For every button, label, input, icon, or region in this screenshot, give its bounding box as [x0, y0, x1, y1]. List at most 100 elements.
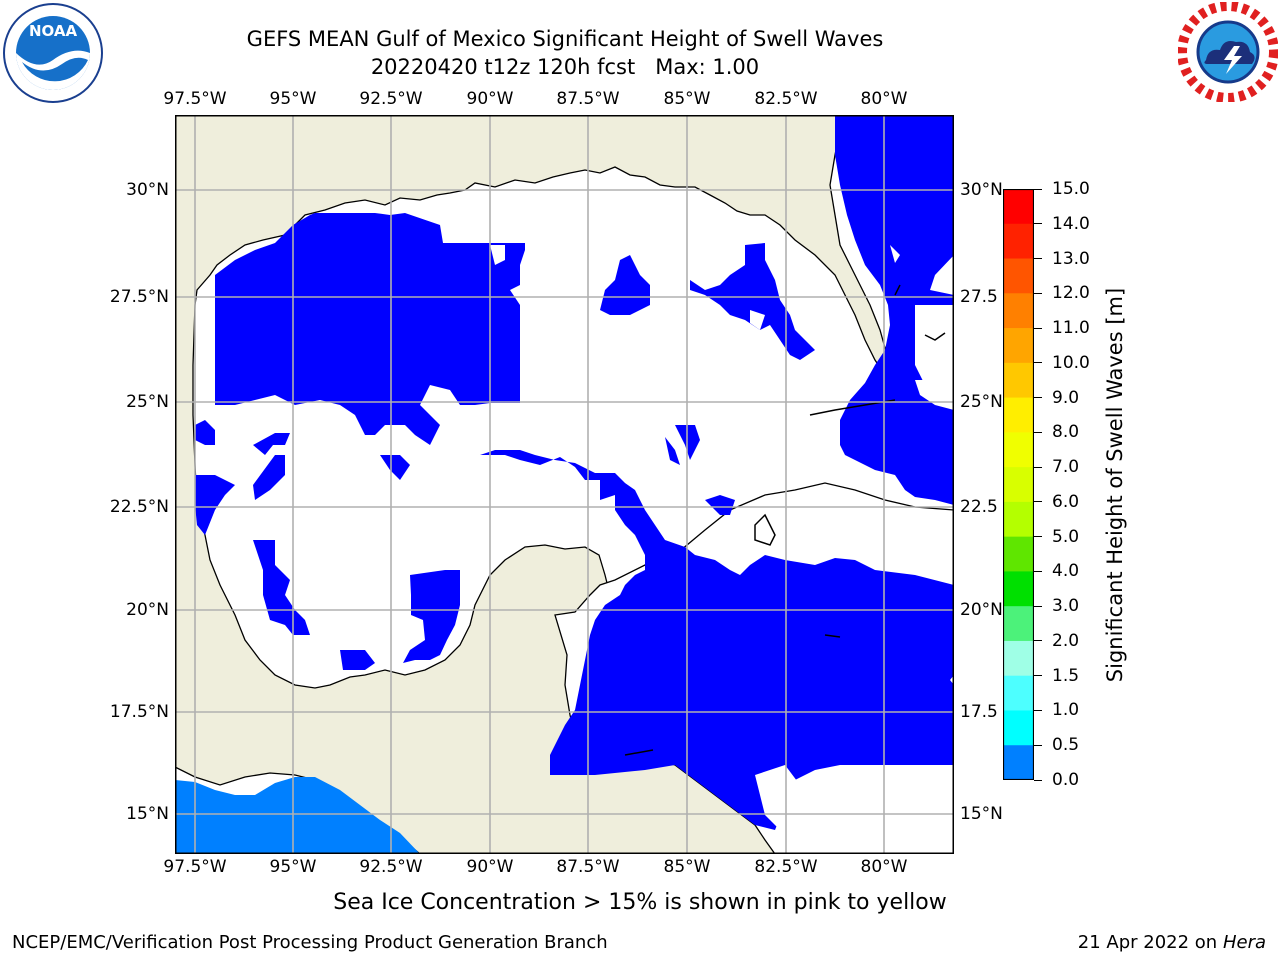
bottom-lon-label: 92.5°W: [359, 857, 423, 877]
colorbar-tick-label: 1.5: [1052, 665, 1080, 686]
top-lon-label: 80°W: [860, 89, 908, 109]
colorbar-tick-mark: [1034, 640, 1042, 642]
left-lat-label: 30°N: [126, 180, 169, 200]
noaa-logo: NOAA: [2, 2, 104, 108]
colorbar-segment: [1003, 501, 1034, 538]
bottom-lon-label: 95°W: [269, 857, 317, 877]
colorbar-tick-label: 5.0: [1052, 526, 1080, 547]
colorbar-tick-label: 8.0: [1052, 422, 1080, 443]
bottom-lon-label: 90°W: [466, 857, 514, 877]
colorbar-segment: [1003, 536, 1034, 572]
colorbar-segment: [1003, 223, 1034, 260]
colorbar-tick-label: 13.0: [1052, 248, 1090, 269]
colorbar-tick-mark: [1034, 501, 1042, 503]
right-lat-label: 15°N: [960, 804, 1003, 824]
colorbar-segment: [1003, 432, 1034, 468]
chart-title: GEFS MEAN Gulf of Mexico Significant Hei…: [246, 27, 884, 51]
colorbar-tick-label: 0.5: [1052, 735, 1080, 756]
colorbar-tick-mark: [1034, 188, 1042, 190]
top-lon-label: 82.5°W: [754, 89, 818, 109]
right-lat-label: 22.5: [960, 497, 998, 517]
colorbar-tick-label: 10.0: [1052, 352, 1090, 373]
colorbar-tick-mark: [1034, 536, 1042, 538]
colorbar-tick-label: 4.0: [1052, 561, 1080, 582]
colorbar-tick-mark: [1034, 397, 1042, 399]
colorbar-segment: [1003, 710, 1034, 746]
colorbar-segment: [1003, 467, 1034, 503]
right-lat-label: 25°N: [960, 392, 1003, 412]
right-lat-label: 17.5: [960, 702, 998, 722]
colorbar-tick-mark: [1034, 223, 1042, 225]
colorbar-tick-label: 15.0: [1052, 179, 1090, 199]
colorbar: [1002, 188, 1035, 781]
map-panel: [174, 114, 955, 855]
footer-host: Hera: [1222, 932, 1266, 953]
top-lon-label: 92.5°W: [359, 89, 423, 109]
colorbar-segment: [1003, 745, 1034, 781]
colorbar-segment: [1003, 258, 1034, 294]
bottom-lon-label: 85°W: [663, 857, 711, 877]
colorbar-tick-label: 7.0: [1052, 457, 1080, 478]
colorbar-tick-label: 11.0: [1052, 318, 1090, 339]
right-lat-label: 27.5: [960, 287, 998, 307]
colorbar-tick-mark: [1034, 779, 1042, 781]
left-lat-label: 27.5°N: [109, 287, 169, 307]
map-svg: [174, 114, 955, 855]
colorbar-segment: [1003, 675, 1034, 711]
bottom-lon-label: 82.5°W: [754, 857, 818, 877]
colorbar-tick-mark: [1034, 570, 1042, 572]
colorbar-tick-label: 0.0: [1052, 770, 1080, 790]
colorbar-segment: [1003, 189, 1034, 225]
top-lon-label: 85°W: [663, 89, 711, 109]
footer-branch: NCEP/EMC/Verification Post Processing Pr…: [12, 932, 608, 953]
colorbar-tick-mark: [1034, 362, 1042, 364]
colorbar-tick-label: 2.0: [1052, 630, 1080, 651]
top-lon-label: 90°W: [466, 89, 514, 109]
colorbar-tick-mark: [1034, 292, 1042, 294]
colorbar-tick-label: 14.0: [1052, 213, 1090, 234]
colorbar-frame: [1002, 188, 1035, 781]
swell-field-mid: [175, 777, 420, 854]
colorbar-tick-label: 1.0: [1052, 700, 1080, 721]
left-lat-label: 15°N: [126, 804, 169, 824]
right-lat-label: 20°N: [960, 600, 1003, 620]
colorbar-segment: [1003, 640, 1034, 677]
top-lon-label: 95°W: [269, 89, 317, 109]
colorbar-tick-mark: [1034, 327, 1042, 329]
bottom-lon-label: 87.5°W: [556, 857, 620, 877]
colorbar-tick-mark: [1034, 258, 1042, 260]
colorbar-tick-mark: [1034, 466, 1042, 468]
top-lon-label: 97.5°W: [163, 89, 227, 109]
right-lat-label: 30°N: [960, 180, 1003, 200]
colorbar-tick-mark: [1034, 605, 1042, 607]
map-frame: [175, 115, 954, 854]
colorbar-tick-label: 6.0: [1052, 491, 1080, 512]
colorbar-segment: [1003, 606, 1034, 642]
colorbar-tick-label: 12.0: [1052, 283, 1090, 304]
footer-date: 21 Apr 2022 on Hera: [1078, 932, 1266, 953]
left-lat-label: 20°N: [126, 600, 169, 620]
gridlines: [175, 115, 954, 854]
colorbar-segment: [1003, 571, 1034, 607]
left-lat-label: 22.5°N: [109, 497, 169, 517]
colorbar-segment: [1003, 328, 1034, 364]
noaa-logo-text: NOAA: [29, 22, 78, 40]
colorbar-segment: [1003, 293, 1034, 329]
left-lat-label: 17.5°N: [109, 702, 169, 722]
colorbar-tick-label: 9.0: [1052, 387, 1080, 408]
colorbar-tick-mark: [1034, 675, 1042, 677]
nws-logo: [1177, 1, 1279, 106]
top-lon-label: 87.5°W: [556, 89, 620, 109]
colorbar-tick-mark: [1034, 431, 1042, 433]
chart-subtitle: 20220420 t12z 120h fcst Max: 1.00: [370, 55, 760, 79]
colorbar-svg: [1002, 188, 1035, 781]
footer-date-text: 21 Apr 2022 on: [1077, 932, 1218, 953]
colorbar-label: Significant Height of Swell Waves [m]: [1103, 287, 1127, 683]
sea-ice-note: Sea Ice Concentration > 15% is shown in …: [333, 890, 947, 915]
colorbar-tick-mark: [1034, 744, 1042, 746]
left-lat-label: 25°N: [126, 392, 169, 412]
bottom-lon-label: 97.5°W: [163, 857, 227, 877]
colorbar-segment: [1003, 362, 1034, 399]
colorbar-tick-label: 3.0: [1052, 596, 1080, 617]
colorbar-segment: [1003, 397, 1034, 433]
